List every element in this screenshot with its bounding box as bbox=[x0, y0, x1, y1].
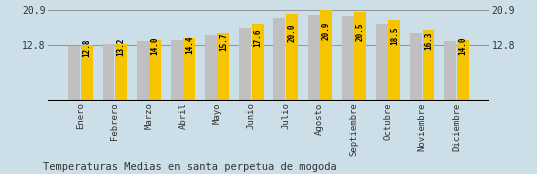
Bar bbox=[388, 20, 400, 101]
Bar bbox=[423, 30, 434, 101]
Text: 20.0: 20.0 bbox=[287, 23, 296, 42]
Bar bbox=[171, 40, 183, 101]
Text: 20.9: 20.9 bbox=[322, 21, 330, 40]
Bar bbox=[81, 45, 93, 101]
Bar bbox=[252, 24, 264, 101]
Bar bbox=[103, 44, 114, 101]
Bar bbox=[183, 38, 195, 101]
Bar bbox=[354, 12, 366, 101]
Text: 15.7: 15.7 bbox=[219, 33, 228, 51]
Bar bbox=[115, 44, 127, 101]
Bar bbox=[205, 35, 217, 101]
Bar bbox=[308, 15, 320, 101]
Text: 16.3: 16.3 bbox=[424, 31, 433, 50]
Bar bbox=[239, 27, 251, 101]
Bar bbox=[376, 24, 388, 101]
Bar bbox=[444, 41, 456, 101]
Text: 18.5: 18.5 bbox=[390, 26, 399, 45]
Bar bbox=[342, 16, 354, 101]
Text: 14.4: 14.4 bbox=[185, 35, 194, 54]
Text: 14.0: 14.0 bbox=[458, 36, 467, 55]
Bar bbox=[320, 10, 332, 101]
Bar bbox=[456, 40, 469, 101]
Text: 20.5: 20.5 bbox=[355, 22, 365, 41]
Text: 13.2: 13.2 bbox=[117, 38, 126, 56]
Text: Temperaturas Medias en santa perpetua de mogoda: Temperaturas Medias en santa perpetua de… bbox=[43, 162, 337, 172]
Bar bbox=[217, 33, 229, 101]
Bar bbox=[149, 40, 161, 101]
Text: 14.0: 14.0 bbox=[150, 36, 159, 55]
Bar bbox=[137, 41, 149, 101]
Bar bbox=[273, 18, 285, 101]
Text: 17.6: 17.6 bbox=[253, 28, 262, 47]
Bar bbox=[410, 33, 422, 101]
Bar bbox=[286, 14, 298, 101]
Bar bbox=[68, 46, 81, 101]
Text: 12.8: 12.8 bbox=[82, 39, 91, 57]
